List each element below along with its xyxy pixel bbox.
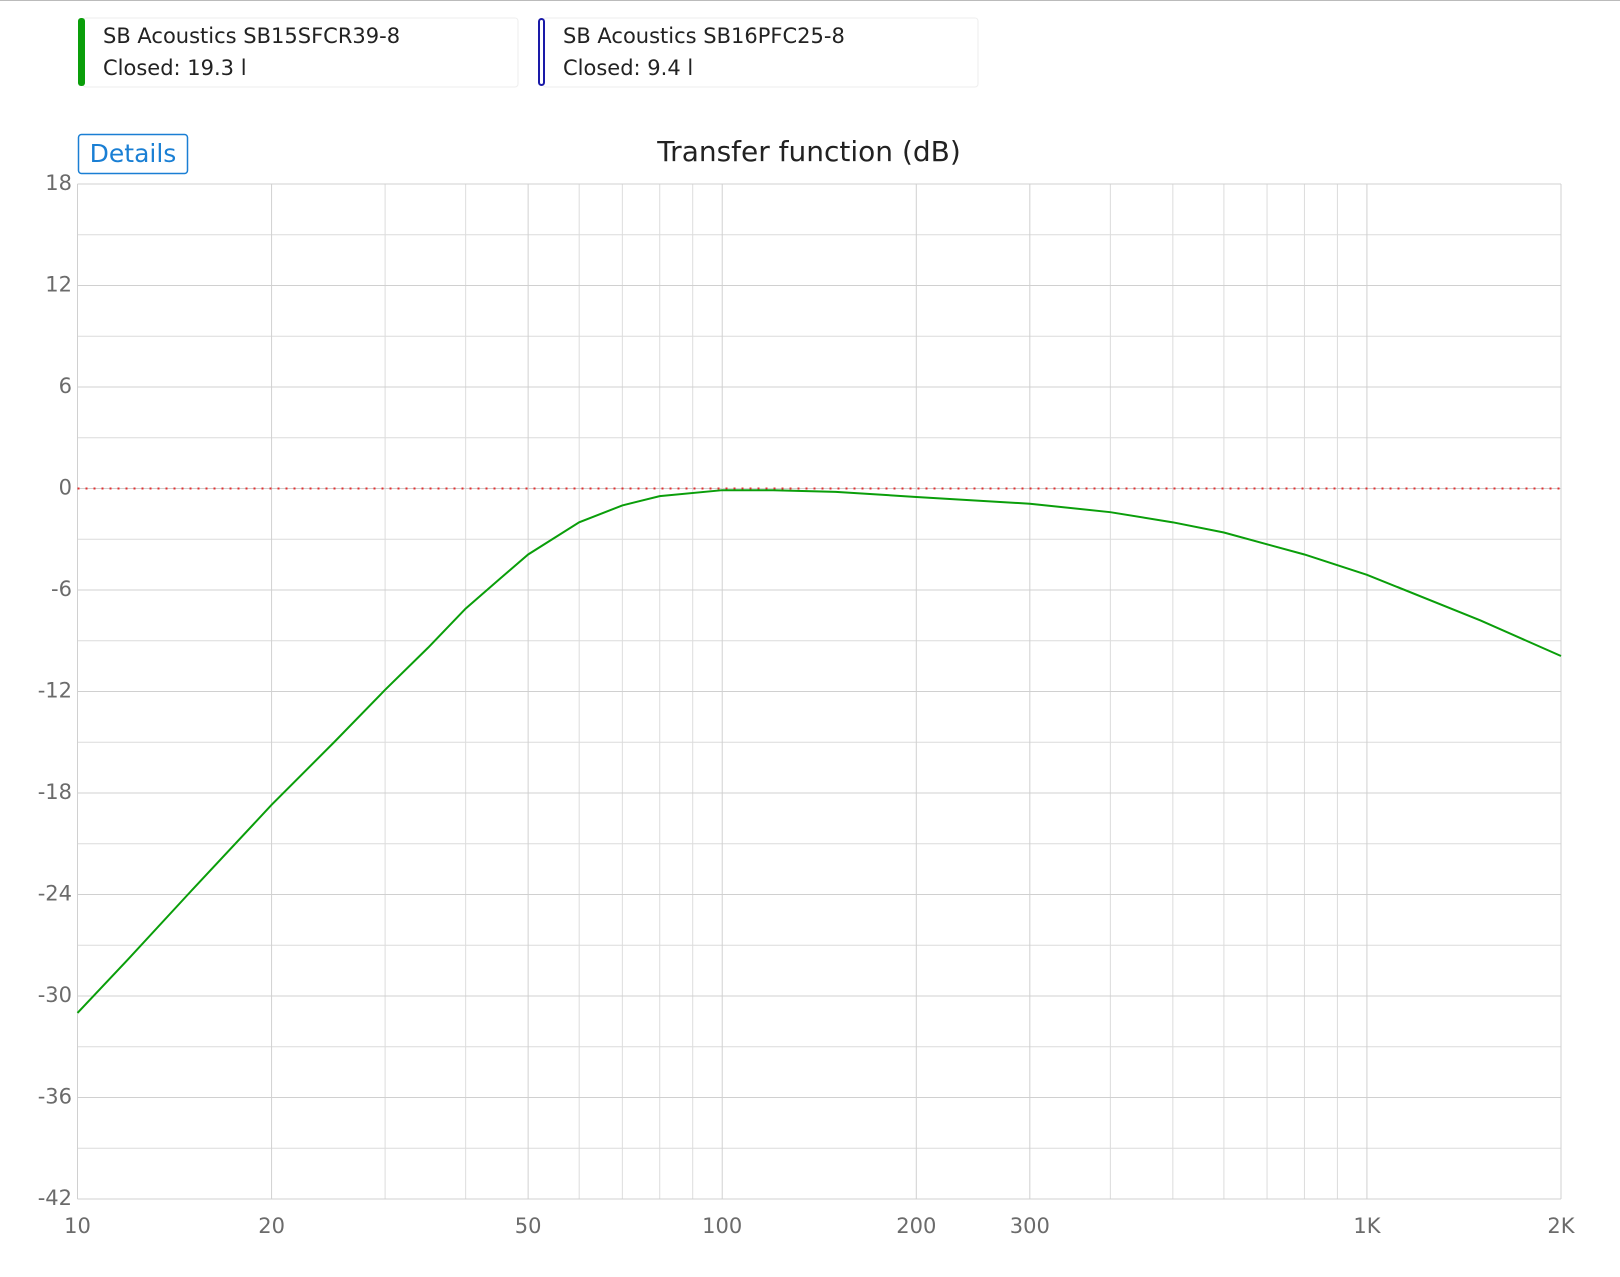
y-tick-label: -12 xyxy=(38,679,72,703)
y-tick-label: 0 xyxy=(59,476,72,500)
legend-marker[interactable] xyxy=(78,18,85,86)
y-tick-label: -36 xyxy=(38,1085,72,1109)
x-tick-label: 300 xyxy=(1010,1214,1050,1238)
y-tick-label: 18 xyxy=(45,171,72,195)
legend-name[interactable]: SB Acoustics SB16PFC25-8 xyxy=(563,24,845,48)
legend-name[interactable]: SB Acoustics SB15SFCR39-8 xyxy=(103,24,400,48)
y-tick-label: -42 xyxy=(38,1186,72,1210)
y-tick-label: -6 xyxy=(51,577,72,601)
x-tick-label: 50 xyxy=(515,1214,542,1238)
legend-detail[interactable]: Closed: 9.4 l xyxy=(563,56,693,80)
details-button[interactable] xyxy=(77,133,189,175)
x-tick-label: 2K xyxy=(1547,1214,1575,1238)
y-tick-label: 6 xyxy=(59,374,72,398)
y-tick-label: -30 xyxy=(38,983,72,1007)
x-tick-label: 200 xyxy=(896,1214,936,1238)
details-button-label[interactable]: Details xyxy=(90,139,177,168)
y-tick-label: -24 xyxy=(38,882,72,906)
legend-marker[interactable] xyxy=(538,18,545,86)
x-tick-label: 1K xyxy=(1353,1214,1381,1238)
x-tick-label: 20 xyxy=(258,1214,285,1238)
legend-detail[interactable]: Closed: 19.3 l xyxy=(103,56,247,80)
chart-title: Transfer function (dB) xyxy=(656,135,961,168)
y-tick-label: -18 xyxy=(38,780,72,804)
y-tick-label: 12 xyxy=(45,273,72,297)
x-tick-label: 100 xyxy=(702,1214,742,1238)
data-line xyxy=(76,489,1562,1014)
x-tick-label: 10 xyxy=(64,1214,91,1238)
